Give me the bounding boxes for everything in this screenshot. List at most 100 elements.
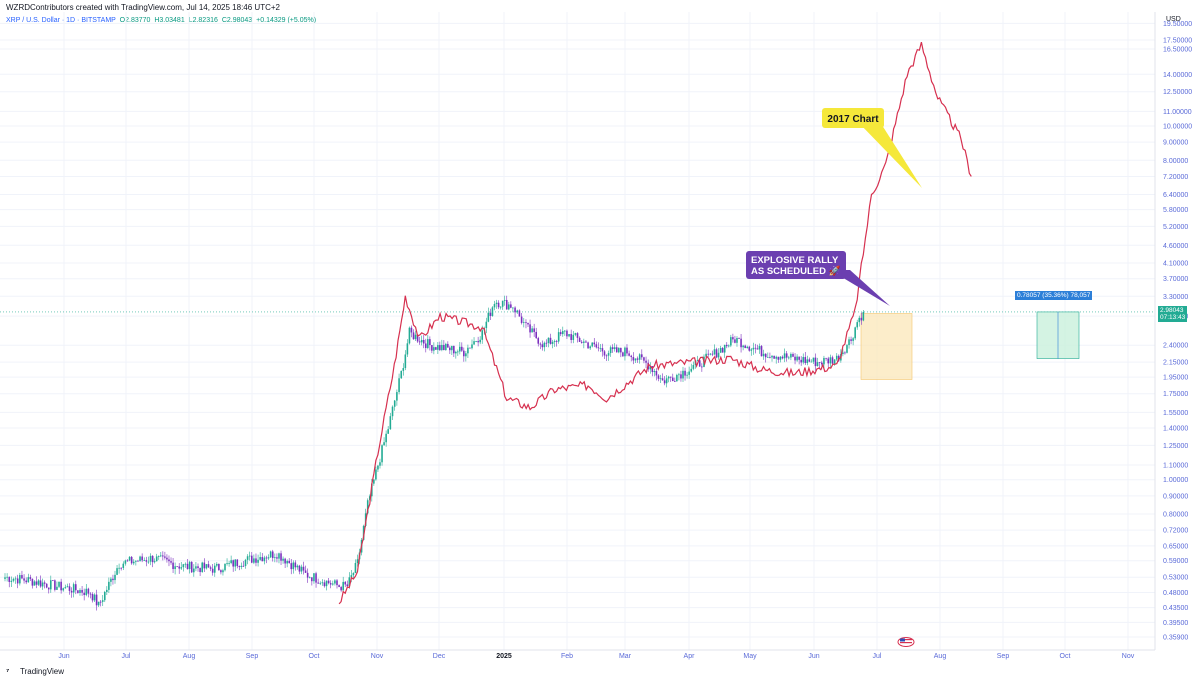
- candle: [655, 368, 658, 381]
- candle-body: [583, 341, 585, 343]
- candle-body: [216, 563, 218, 566]
- candle: [469, 347, 471, 349]
- candle: [850, 336, 852, 345]
- ohlc-open: O2.83770: [119, 17, 151, 24]
- candle: [856, 319, 859, 330]
- candle-body: [308, 577, 311, 579]
- candle: [25, 577, 27, 585]
- candle: [471, 339, 473, 350]
- candle-body: [823, 357, 825, 365]
- candle: [459, 341, 461, 355]
- candle-body: [346, 584, 349, 587]
- candle-body: [58, 581, 60, 587]
- candle: [315, 571, 317, 588]
- candle: [267, 554, 270, 561]
- candle: [186, 558, 189, 570]
- candle-body: [842, 352, 844, 355]
- candle-body: [477, 341, 479, 343]
- candle-body: [858, 317, 861, 323]
- candle-body: [844, 352, 846, 354]
- candle-body: [469, 347, 471, 349]
- candle: [441, 339, 443, 352]
- candle-body: [4, 577, 6, 579]
- candle: [736, 336, 738, 347]
- candle-body: [835, 355, 838, 360]
- candle-body: [106, 589, 108, 592]
- callout-rally-label-line1: EXPLOSIVE RALLY: [751, 255, 839, 266]
- candle: [547, 337, 550, 348]
- symbol-legend[interactable]: XRP / U.S. Dollar · 1D · BITSTAMP O2.837…: [6, 17, 316, 24]
- time-tick-label: Jul: [122, 653, 131, 660]
- candle-body: [578, 337, 581, 342]
- candle-body: [520, 316, 523, 323]
- candle: [257, 554, 259, 567]
- candle-body: [493, 304, 496, 308]
- candle-body: [323, 582, 326, 587]
- candle-body: [153, 561, 156, 563]
- tradingview-brand[interactable]: ⁷ TradingView: [6, 667, 64, 676]
- candle: [195, 562, 197, 572]
- candle-body: [775, 356, 778, 359]
- candle: [381, 444, 383, 466]
- candle-body: [591, 342, 594, 347]
- candle: [377, 464, 379, 473]
- candle-body: [373, 479, 375, 484]
- candle-body: [195, 566, 197, 569]
- candle: [201, 561, 204, 573]
- candle: [300, 564, 303, 575]
- candle: [321, 579, 324, 586]
- candle-body: [816, 362, 819, 367]
- candle: [477, 336, 479, 347]
- candle-body: [10, 580, 13, 582]
- candle-body: [814, 357, 817, 367]
- candle: [246, 554, 249, 565]
- candle-body: [595, 344, 598, 348]
- candle: [607, 350, 610, 361]
- candle-body: [499, 306, 502, 308]
- candle: [122, 561, 125, 571]
- candle: [135, 560, 137, 566]
- candle: [97, 601, 100, 608]
- candle: [773, 355, 775, 359]
- candle-body: [585, 341, 587, 343]
- candle-body: [278, 553, 280, 559]
- candle: [176, 566, 178, 568]
- candle-body: [653, 371, 656, 373]
- candle-body: [535, 331, 537, 339]
- candle-body: [139, 556, 141, 562]
- candle: [99, 600, 102, 607]
- candle: [559, 329, 562, 337]
- price-tick-label: 4.10000: [1163, 260, 1188, 267]
- candle: [250, 551, 253, 564]
- candle: [52, 580, 54, 582]
- candle: [788, 355, 790, 360]
- candle: [207, 560, 210, 568]
- time-tick-label: Nov: [1122, 653, 1135, 660]
- candle-body: [525, 322, 527, 324]
- candle-body: [338, 585, 340, 588]
- candle: [510, 301, 512, 309]
- candle-body: [213, 565, 216, 573]
- candle-body: [137, 560, 139, 562]
- candle-body: [463, 350, 465, 357]
- candle-body: [790, 353, 792, 358]
- candle-body: [178, 566, 181, 569]
- candle-body: [622, 352, 624, 357]
- candle: [551, 339, 554, 349]
- candle-body: [634, 358, 637, 361]
- candle-body: [501, 300, 504, 307]
- candle: [72, 582, 75, 598]
- candle: [493, 300, 496, 311]
- candle: [615, 344, 618, 353]
- candle-body: [238, 566, 241, 567]
- candle-body: [794, 356, 796, 361]
- candle-body: [632, 357, 635, 361]
- price-tick-label: 4.60000: [1163, 243, 1188, 250]
- candle: [690, 363, 693, 373]
- price-tick-label: 3.70000: [1163, 276, 1188, 283]
- candle: [777, 356, 780, 363]
- candle: [762, 349, 765, 360]
- candle: [495, 299, 498, 309]
- ohlc-change: +0.14329 (+5.05%): [256, 17, 317, 24]
